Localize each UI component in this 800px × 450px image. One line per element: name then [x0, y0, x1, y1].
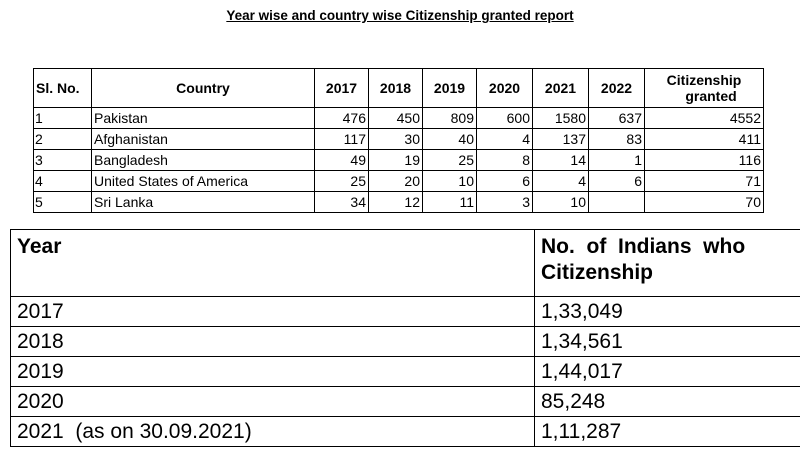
cell-granted: 70	[644, 191, 764, 213]
cell-year: 2021 (as on 30.09.2021)	[10, 416, 535, 447]
header-row: Sl. No. Country 2017 2018 2019 2020 2021…	[33, 68, 764, 108]
cell-y2019: 11	[422, 191, 477, 213]
cell-granted: 411	[644, 128, 764, 150]
cell-country: United States of America	[91, 170, 315, 192]
cell-y2022: 637	[588, 107, 645, 129]
cell-y2021: 137	[532, 128, 589, 150]
cell-count: 1,44,017	[534, 356, 800, 387]
cell-count: 1,34,561	[534, 326, 800, 357]
cell-y2022: 6	[588, 170, 645, 192]
cell-y2020: 4	[476, 128, 533, 150]
header-year: Year	[10, 229, 535, 297]
cell-sl: 4	[33, 170, 92, 192]
cell-count: 1,33,049	[534, 296, 800, 327]
header-row: Year No. of Indians who Citizenship	[10, 229, 800, 297]
header-count-line1: No. of Indians who	[541, 235, 746, 258]
table-row: 2020 85,248	[10, 386, 800, 417]
header-2017: 2017	[314, 68, 369, 108]
header-2019: 2019	[422, 68, 477, 108]
header-2022: 2022	[588, 68, 645, 108]
table-row: 3 Bangladesh 49 19 25 8 14 1 116	[33, 149, 764, 171]
header-count-line2: Citizenship	[541, 261, 654, 284]
cell-y2019: 25	[422, 149, 477, 171]
cell-year: 2018	[10, 326, 535, 357]
cell-sl: 1	[33, 107, 92, 129]
cell-country: Bangladesh	[91, 149, 315, 171]
table-row: 2017 1,33,049	[10, 296, 800, 327]
header-indians-count: No. of Indians who Citizenship	[534, 229, 800, 297]
header-sl-no: Sl. No.	[33, 68, 92, 108]
cell-y2020: 6	[476, 170, 533, 192]
cell-y2017: 117	[314, 128, 369, 150]
table-row: 2018 1,34,561	[10, 326, 800, 357]
table-row: 4 United States of America 25 20 10 6 4 6 71	[33, 170, 764, 192]
cell-y2017: 34	[314, 191, 369, 213]
report-title: Year wise and country wise Citizenship g…	[226, 8, 574, 23]
cell-y2019: 40	[422, 128, 477, 150]
cell-year: 2019	[10, 356, 535, 387]
cell-count: 1,11,287	[534, 416, 800, 447]
cell-y2021: 1580	[532, 107, 589, 129]
cell-sl: 2	[33, 128, 92, 150]
cell-sl: 5	[33, 191, 92, 213]
cell-year: 2020	[10, 386, 535, 417]
cell-granted: 4552	[644, 107, 764, 129]
cell-count: 85,248	[534, 386, 800, 417]
cell-country: Afghanistan	[91, 128, 315, 150]
table-row: 5 Sri Lanka 34 12 11 3 10 70	[33, 191, 764, 213]
cell-y2021: 4	[532, 170, 589, 192]
cell-y2018: 12	[368, 191, 423, 213]
cell-y2022	[588, 191, 645, 213]
indians-citizenship-table: Year No. of Indians who Citizenship 2017…	[10, 229, 800, 447]
header-2018: 2018	[368, 68, 423, 108]
cell-y2018: 30	[368, 128, 423, 150]
header-2021: 2021	[532, 68, 589, 108]
cell-y2021: 10	[532, 191, 589, 213]
header-granted-line1: Citizenship	[666, 72, 742, 88]
table-row: 1 Pakistan 476 450 809 600 1580 637 4552	[33, 107, 764, 129]
table-row: 2021 (as on 30.09.2021) 1,11,287	[10, 416, 800, 447]
cell-y2022: 1	[588, 149, 645, 171]
cell-y2017: 49	[314, 149, 369, 171]
cell-granted: 71	[644, 170, 764, 192]
header-2020: 2020	[476, 68, 533, 108]
header-citizenship-granted: Citizenship granted	[644, 68, 764, 108]
cell-y2018: 450	[368, 107, 423, 129]
cell-y2018: 19	[368, 149, 423, 171]
cell-y2020: 3	[476, 191, 533, 213]
cell-granted: 116	[644, 149, 764, 171]
header-granted-line2: granted	[685, 88, 737, 104]
cell-y2021: 14	[532, 149, 589, 171]
table-row: 2 Afghanistan 117 30 40 4 137 83 411	[33, 128, 764, 150]
cell-y2017: 476	[314, 107, 369, 129]
cell-y2020: 8	[476, 149, 533, 171]
cell-y2020: 600	[476, 107, 533, 129]
cell-y2019: 809	[422, 107, 477, 129]
cell-y2019: 10	[422, 170, 477, 192]
cell-year: 2017	[10, 296, 535, 327]
cell-y2017: 25	[314, 170, 369, 192]
cell-y2018: 20	[368, 170, 423, 192]
cell-country: Pakistan	[91, 107, 315, 129]
header-country: Country	[91, 68, 315, 108]
cell-y2022: 83	[588, 128, 645, 150]
cell-country: Sri Lanka	[91, 191, 315, 213]
citizenship-report-table: Sl. No. Country 2017 2018 2019 2020 2021…	[33, 68, 764, 213]
table-row: 2019 1,44,017	[10, 356, 800, 387]
cell-sl: 3	[33, 149, 92, 171]
